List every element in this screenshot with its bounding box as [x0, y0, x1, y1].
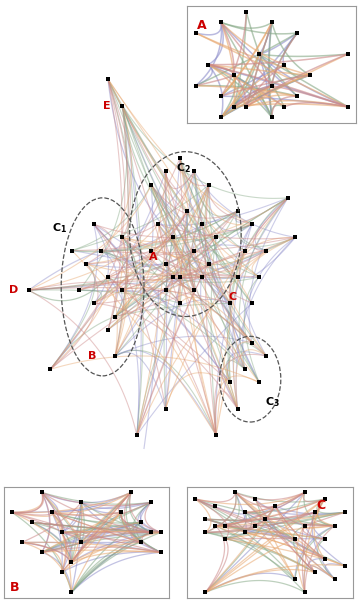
Text: $\mathbf{C_1}$: $\mathbf{C_1}$: [52, 221, 67, 234]
Text: $\mathbf{C_2}$: $\mathbf{C_2}$: [176, 162, 192, 175]
Text: $\mathbf{C_3}$: $\mathbf{C_3}$: [265, 395, 279, 409]
Text: A: A: [149, 252, 158, 263]
Text: E: E: [103, 101, 110, 111]
Text: D: D: [9, 285, 18, 296]
Text: B: B: [88, 352, 96, 361]
Text: C: C: [316, 499, 325, 512]
Text: B: B: [10, 581, 20, 594]
Text: C: C: [229, 292, 237, 302]
Text: A: A: [197, 19, 207, 32]
